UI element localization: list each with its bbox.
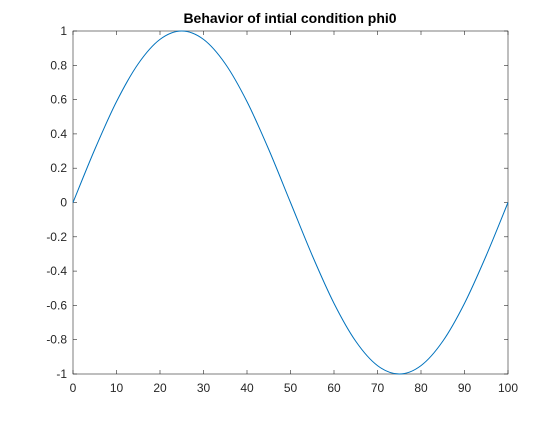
x-tick-label: 100 bbox=[498, 381, 518, 395]
series-line-0 bbox=[72, 30, 509, 375]
y-tick-label: -0.8 bbox=[46, 333, 67, 347]
plot-area: 0 10 20 30 40 50 60 70 80 90 100-1-0.8-0.6-0.4-0.2… bbox=[46, 24, 518, 395]
x-tick-label: 80 bbox=[414, 381, 428, 395]
x-tick-label: 90 bbox=[458, 381, 472, 395]
y-tick-label: -0.4 bbox=[46, 264, 67, 278]
x-tick-label: 0 bbox=[70, 381, 77, 395]
y-tick-label: 0.8 bbox=[50, 58, 67, 72]
y-tick-label: -0.6 bbox=[46, 298, 67, 312]
y-tick-label: -1 bbox=[56, 367, 67, 381]
x-tick-label: 40 bbox=[240, 381, 254, 395]
chart-title: Behavior of intial condition phi0 bbox=[183, 10, 396, 26]
y-tick-label: 0.6 bbox=[50, 93, 67, 107]
x-tick-label: 20 bbox=[153, 381, 167, 395]
x-tick-label: 50 bbox=[284, 381, 298, 395]
y-tick-label: 0.4 bbox=[50, 127, 67, 141]
x-tick-label: 60 bbox=[327, 381, 341, 395]
y-tick-label: 0.2 bbox=[50, 161, 67, 175]
x-tick-label: 70 bbox=[371, 381, 385, 395]
x-tick-label: 10 bbox=[110, 381, 124, 395]
x-tick-label: 30 bbox=[197, 381, 211, 395]
y-tick-label: 1 bbox=[60, 24, 67, 38]
y-tick-label: -0.2 bbox=[46, 230, 67, 244]
y-tick-label: 0 bbox=[60, 196, 67, 210]
